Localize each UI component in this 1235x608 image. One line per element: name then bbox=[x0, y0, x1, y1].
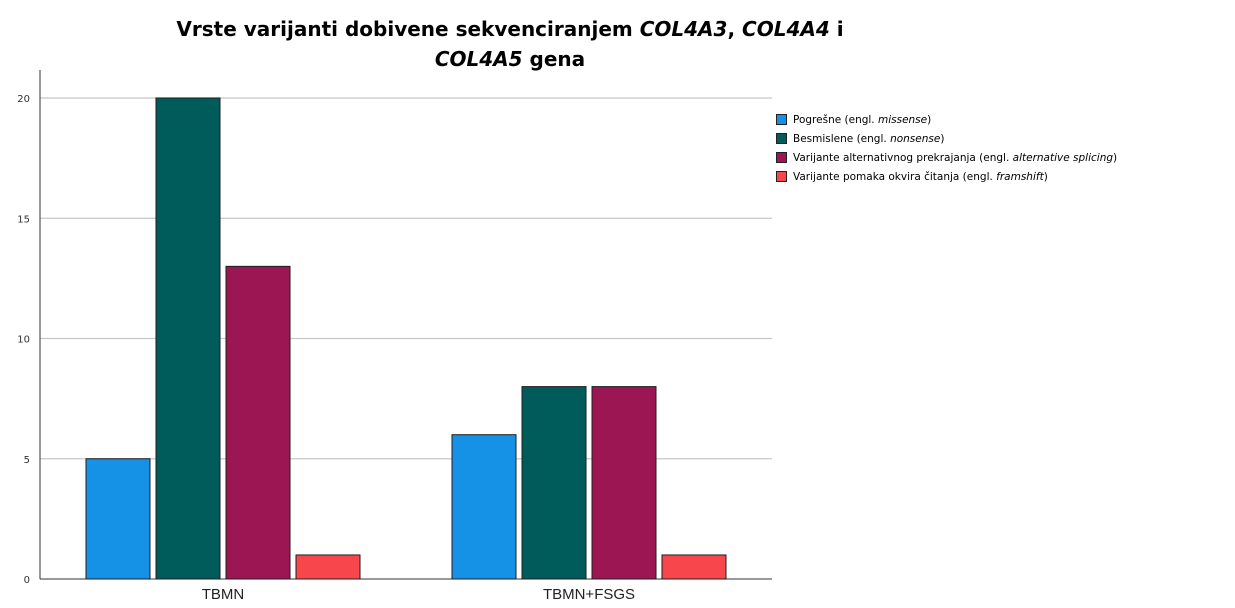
bar bbox=[295, 554, 361, 580]
legend-label: Varijante pomaka okvira čitanja (engl. f… bbox=[793, 170, 1048, 183]
legend-swatch bbox=[776, 171, 787, 182]
y-tick-label: 0 bbox=[24, 575, 30, 586]
bar bbox=[85, 458, 151, 580]
x-tick-label: TBMN+FSGS bbox=[543, 586, 635, 603]
bar bbox=[591, 386, 657, 580]
legend-item: Varijante pomaka okvira čitanja (engl. f… bbox=[776, 167, 1117, 186]
legend-swatch bbox=[776, 152, 787, 163]
legend-swatch bbox=[776, 133, 787, 144]
legend-swatch bbox=[776, 114, 787, 125]
bar bbox=[661, 554, 727, 580]
legend-label: Besmislene (engl. nonsense) bbox=[793, 132, 945, 145]
legend-item: Besmislene (engl. nonsense) bbox=[776, 129, 1117, 148]
bar bbox=[521, 386, 587, 580]
x-tick-label: TBMN bbox=[202, 586, 245, 603]
legend-item: Pogrešne (engl. missense) bbox=[776, 110, 1117, 129]
legend-label: Pogrešne (engl. missense) bbox=[793, 113, 932, 126]
legend-item: Varijante alternativnog prekrajanja (eng… bbox=[776, 148, 1117, 167]
bar bbox=[451, 434, 517, 580]
bar bbox=[225, 265, 291, 580]
y-tick-label: 15 bbox=[17, 214, 30, 225]
y-tick-label: 20 bbox=[17, 94, 30, 105]
chart-title-line-2: COL4A5 gena bbox=[434, 47, 586, 71]
legend-label: Varijante alternativnog prekrajanja (eng… bbox=[793, 151, 1118, 164]
chart-title-line-1: Vrste varijanti dobivene sekvenciranjem … bbox=[176, 17, 844, 41]
bar bbox=[155, 97, 221, 580]
legend: Pogrešne (engl. missense) Besmislene (eng… bbox=[776, 110, 1117, 186]
chart-title: Vrste varijanti dobivene sekvenciranjem … bbox=[40, 14, 980, 74]
y-tick-label: 10 bbox=[17, 335, 30, 346]
y-tick-label: 5 bbox=[24, 455, 30, 466]
